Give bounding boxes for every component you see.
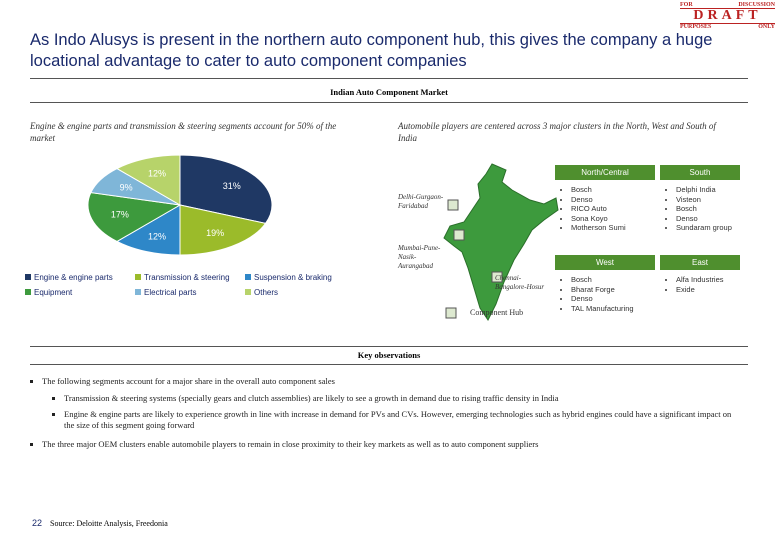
slice-label: 31% [223,181,241,191]
slice-label: 12% [148,168,166,178]
hub-marker [491,271,503,283]
legend-label: Engine & engine parts [34,273,113,282]
cluster-header: North/Central [555,165,655,180]
player: TAL Manufacturing [571,304,667,314]
source: Source: Deloitte Analysis, Freedonia [50,519,168,528]
observation: The three major OEM clusters enable auto… [42,439,740,450]
hub-marker [453,229,465,241]
stamp: FOR DISCUSSION DRAFT PURPOSES ONLY [680,2,775,30]
slice-label: 12% [148,232,166,242]
player: Sundaram group [676,223,752,233]
slice-label: 17% [111,209,129,219]
slice-label: 19% [206,228,224,238]
hub-marker [447,199,459,211]
slice-label: 9% [120,183,133,193]
player: Visteon [676,195,752,205]
cluster-header: West [555,255,655,270]
stamp-main: DRAFT [680,8,775,24]
observation-text: The three major OEM clusters enable auto… [42,439,539,449]
player: Bosch [676,204,752,214]
caption: Automobile players are centered across 3… [398,121,716,143]
player: Alfa Industries [676,275,752,285]
player: Motherson Sumi [571,223,667,233]
stamp-text: ONLY [758,24,775,30]
map-label: Mumbai-Pune-Nasik-Aurangabad [398,244,441,270]
legend-swatch [135,289,141,295]
pie-slice [115,204,181,256]
player-list: Alfa IndustriesExide [662,275,752,294]
legend-swatch [25,274,31,280]
player: Delphi India [676,185,752,195]
observation-text: The following segments account for a maj… [42,376,335,386]
divider [30,78,748,79]
pie-slice [87,192,182,243]
divider [30,102,748,103]
india-map [443,163,559,321]
player: Exide [676,285,752,295]
legend-label: Transmission & steering [144,273,230,282]
legend-swatch [25,289,31,295]
player: RICO Auto [571,204,667,214]
legend-swatch [245,289,251,295]
player: Sona Koyo [571,214,667,224]
player: Denso [676,214,752,224]
title: As Indo Alusys is present in the norther… [30,31,713,70]
map-shape [443,163,559,321]
stamp-text: FOR [680,2,693,8]
player-list: BoschDensoRICO AutoSona KoyoMotherson Su… [557,185,667,233]
player: Denso [571,294,667,304]
legend-label: Others [254,288,278,297]
pie-slice [115,154,181,206]
legend-swatch [135,274,141,280]
sub-observation: Transmission & steering systems (special… [64,393,740,404]
observations-title: Key observations [357,350,421,360]
caption: Engine & engine parts and transmission &… [30,121,337,143]
player-list: BoschBharat ForgeDensoTAL Manufacturing [557,275,667,313]
sub-observation: Engine & engine parts are likely to expe… [64,409,740,431]
observations: The following segments account for a maj… [30,376,740,455]
observation-list: The following segments account for a maj… [30,376,740,450]
player: Bosch [571,275,667,285]
pie-slice [179,204,267,256]
observation: The following segments account for a maj… [42,376,740,431]
stamp-text: PURPOSES [680,24,712,30]
page-number: 22 [32,518,43,528]
player: Bosch [571,185,667,195]
legend-label: Electrical parts [144,288,196,297]
player: Bharat Forge [571,285,667,295]
pie-chart: 31% 19% 12% 17% 9% 12% Engine & engine parts Tr… [25,154,332,297]
legend-swatch [245,274,251,280]
map-label: Chennai-Bangalore-Hosur [495,274,545,291]
legend-label: Equipment [34,288,73,297]
hub-marker [445,307,457,319]
legend-label: Suspension & braking [254,273,332,282]
sub-list: Transmission & steering systems (special… [42,393,740,431]
divider [30,346,748,347]
player-list: Delphi IndiaVisteonBoschDensoSundaram gr… [662,185,752,233]
map-label: Delhi-Gurgaon-Faridabad [398,193,444,210]
divider [30,364,748,365]
stamp-text: DISCUSSION [738,2,775,8]
map-legend: Component Hub [470,308,524,317]
cluster-header: South [660,165,740,180]
pie-slice [179,154,273,224]
cluster-header: East [660,255,740,270]
section-title: Indian Auto Component Market [330,87,448,97]
player: Denso [571,195,667,205]
